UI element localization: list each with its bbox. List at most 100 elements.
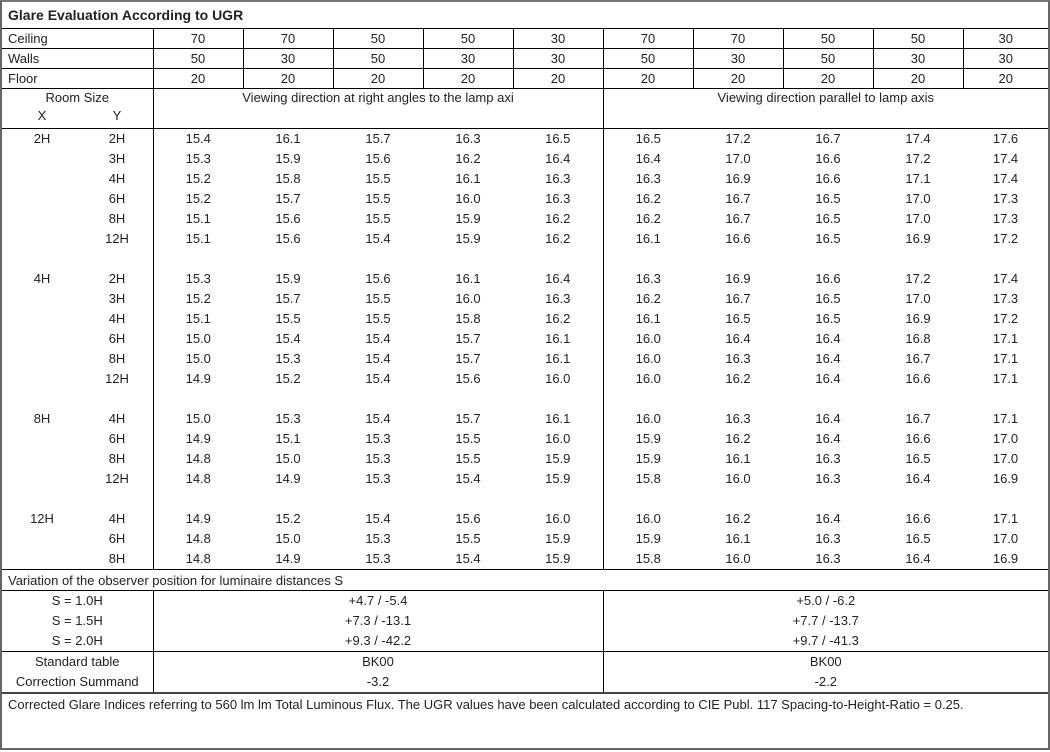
spacer-cell xyxy=(693,489,783,509)
ugr-value: 16.6 xyxy=(905,431,931,446)
header-row: Room Size X Y Viewing direction at right … xyxy=(2,88,1049,129)
standard-row-label: Standard table xyxy=(2,651,154,672)
ugr-value: 16.3 xyxy=(602,269,693,289)
table-row: 4H 2H 15.3 15.9 15.6 16.1 16.4 16.3 16.9 16.6 17.2… xyxy=(2,269,1048,289)
ugr-value: 16.0 xyxy=(725,551,751,566)
standard-row-parallel: BK00 xyxy=(603,651,1049,672)
spacer-row xyxy=(2,249,1048,269)
room-size-cell: 6H xyxy=(2,329,154,349)
room-x: 4H xyxy=(33,271,51,286)
reflectance-value: 30 xyxy=(512,28,604,49)
ugr-value: 16.1 xyxy=(725,451,751,466)
ugr-value: 15.1 xyxy=(275,431,301,446)
room-size-cell: 12H xyxy=(2,469,154,489)
room-x: 2H xyxy=(33,131,51,146)
room-y: 2H xyxy=(108,271,126,286)
room-x: 8H xyxy=(33,411,51,426)
variation-row-right-angles: +4.7 / -5.4 xyxy=(153,590,604,611)
ugr-value: 17.0 xyxy=(905,211,931,226)
ugr-value: 16.2 xyxy=(725,511,751,526)
ugr-value: 17.1 xyxy=(992,411,1019,426)
spacer-cell xyxy=(153,389,243,409)
ugr-value: 17.4 xyxy=(992,151,1019,166)
ugr-value: 17.2 xyxy=(905,151,931,166)
table-row: 8H 15.0 15.3 15.4 15.7 16.1 16.0 16.3 16.4 16.7 17… xyxy=(2,349,1048,369)
ugr-value: 16.0 xyxy=(602,509,693,529)
ugr-value: 16.9 xyxy=(725,171,751,186)
ugr-value: 17.6 xyxy=(992,131,1019,146)
reflectance-value: 20 xyxy=(422,68,514,89)
ugr-value: 17.0 xyxy=(992,431,1019,446)
ugr-value: 14.9 xyxy=(275,471,301,486)
spacer-cell xyxy=(513,249,603,269)
spacer-cell xyxy=(693,389,783,409)
ugr-value: 16.4 xyxy=(815,331,841,346)
table-row: 3H 15.2 15.7 15.5 16.0 16.3 16.2 16.7 16.5 17.0 17… xyxy=(2,289,1048,309)
reflectance-value: 50 xyxy=(152,48,244,69)
ugr-value: 15.0 xyxy=(185,331,211,346)
ugr-value: 16.4 xyxy=(815,511,841,526)
ugr-value: 15.3 xyxy=(365,451,391,466)
ugr-value: 16.4 xyxy=(815,411,841,426)
ugr-value: 16.1 xyxy=(275,131,301,146)
ugr-value: 15.2 xyxy=(185,191,211,206)
variation-row-label: S = 2.0H xyxy=(2,631,154,652)
ugr-value: 16.9 xyxy=(905,311,931,326)
ugr-value: 15.4 xyxy=(365,351,391,366)
room-size-cell: 8H xyxy=(2,209,154,229)
spacer-row xyxy=(2,489,1048,509)
ugr-value: 16.2 xyxy=(545,231,571,246)
room-y: 6H xyxy=(108,531,126,546)
ugr-value: 16.3 xyxy=(815,451,841,466)
x-label: X xyxy=(37,108,47,123)
y-label: Y xyxy=(112,108,122,123)
ugr-value: 16.5 xyxy=(815,231,841,246)
walls-label: Walls xyxy=(2,48,154,69)
room-size-cell: 8H 4H xyxy=(2,409,154,429)
table-row: 3H 15.3 15.9 15.6 16.2 16.4 16.4 17.0 16.6 17.2 17… xyxy=(2,149,1048,169)
room-x xyxy=(2,149,82,169)
spacer-cell xyxy=(783,389,873,409)
room-size-cell: 12H 4H xyxy=(2,509,154,529)
ugr-value: 16.2 xyxy=(725,431,751,446)
room-y: 4H xyxy=(108,311,126,326)
reflectance-value: 20 xyxy=(242,68,334,89)
ugr-value: 15.9 xyxy=(455,211,481,226)
standard-row-right-angles: -3.2 xyxy=(153,672,604,693)
ugr-value: 15.5 xyxy=(455,451,481,466)
reflectance-value: 20 xyxy=(332,68,424,89)
ceiling-row: Ceiling 70 70 50 50 30 70 70 50 50 30 xyxy=(2,28,1049,49)
reflectance-value: 20 xyxy=(512,68,604,89)
spacer-cell xyxy=(963,489,1048,509)
ugr-value: 16.3 xyxy=(725,411,751,426)
table-row: 12H 15.1 15.6 15.4 15.9 16.2 16.1 16.6 16.5 16.9 1… xyxy=(2,229,1048,249)
ugr-value: 16.3 xyxy=(602,169,693,189)
ugr-value: 15.9 xyxy=(275,271,301,286)
room-y: 12H xyxy=(105,231,129,246)
ugr-value: 16.4 xyxy=(545,271,571,286)
ugr-value: 16.5 xyxy=(725,311,751,326)
ugr-value: 15.4 xyxy=(455,551,481,566)
spacer-cell xyxy=(423,249,513,269)
ugr-value: 14.8 xyxy=(185,531,211,546)
room-x xyxy=(2,529,82,549)
standard-row: Standard table BK00 BK00 xyxy=(2,651,1049,672)
ugr-value: 15.0 xyxy=(185,411,211,426)
ugr-value: 16.2 xyxy=(602,209,693,229)
ugr-value: 16.4 xyxy=(905,551,931,566)
ugr-value: 16.1 xyxy=(455,171,481,186)
ugr-value: 15.2 xyxy=(185,171,211,186)
ugr-value: 15.5 xyxy=(365,311,391,326)
ugr-value: 17.2 xyxy=(992,231,1019,246)
ugr-value: 17.3 xyxy=(992,291,1019,306)
reflectance-value: 20 xyxy=(872,68,964,89)
ugr-value: 16.5 xyxy=(905,451,931,466)
standard-row-parallel: -2.2 xyxy=(814,674,837,689)
variation-row: S = 1.0H +4.7 / -5.4 +5.0 / -6.2 xyxy=(2,590,1049,611)
ugr-value: 15.6 xyxy=(365,271,391,286)
ugr-value: 15.3 xyxy=(185,151,211,166)
ugr-value: 15.4 xyxy=(275,331,301,346)
room-size-cell: 4H xyxy=(2,309,154,329)
ugr-value: 15.4 xyxy=(455,471,481,486)
room-x xyxy=(2,549,82,569)
